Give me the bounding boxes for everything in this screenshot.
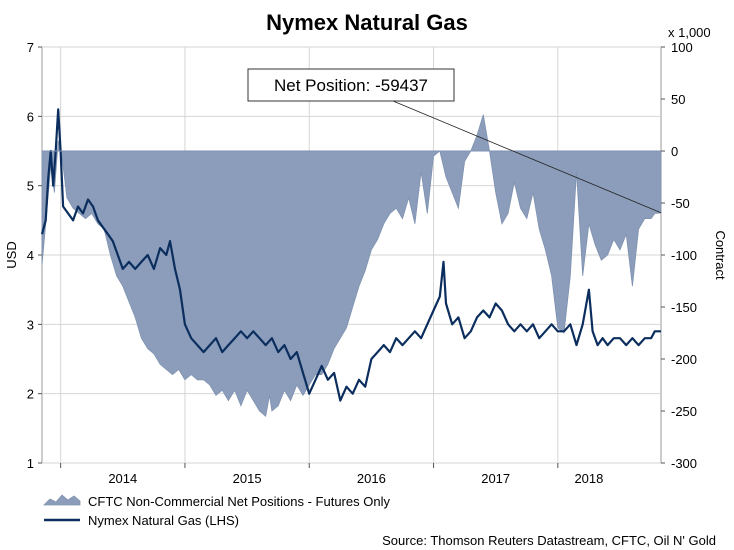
x-axis-tick-label: 2014 bbox=[108, 471, 137, 486]
legend: CFTC Non-Commercial Net Positions - Futu… bbox=[43, 494, 390, 528]
x-axis: 2014 2015 2016 2017 2018 bbox=[60, 463, 603, 486]
legend-line-label: Nymex Natural Gas (LHS) bbox=[88, 513, 239, 528]
right-axis-tick-label: 100 bbox=[671, 40, 693, 55]
line-nymex-natural-gas bbox=[40, 108, 661, 402]
legend-area-label: CFTC Non-Commercial Net Positions - Futu… bbox=[88, 494, 390, 509]
left-axis-tick-label: 6 bbox=[27, 109, 34, 124]
right-axis-tick-label: 50 bbox=[671, 92, 685, 107]
left-axis-label: USD bbox=[4, 241, 19, 268]
left-axis-tick-label: 5 bbox=[27, 179, 34, 194]
right-axis-label: Contract bbox=[713, 230, 728, 280]
right-axis-tick-label: -300 bbox=[671, 456, 697, 471]
x-axis-tick-label: 2016 bbox=[357, 471, 386, 486]
left-axis-tick-label: 1 bbox=[27, 456, 34, 471]
right-axis-tick-label: -150 bbox=[671, 300, 697, 315]
source-note: Source: Thomson Reuters Datastream, CFTC… bbox=[382, 533, 716, 548]
x-axis-tick-label: 2015 bbox=[233, 471, 262, 486]
right-axis-tick-label: -200 bbox=[671, 352, 697, 367]
plot-area bbox=[40, 46, 662, 464]
annotation-text: Net Position: -59437 bbox=[274, 76, 428, 95]
right-axis: -300 -250 -200 -150 -100 -50 0 50 100 bbox=[661, 40, 697, 471]
annotation: Net Position: -59437 bbox=[247, 68, 662, 214]
legend-item-line: Nymex Natural Gas (LHS) bbox=[44, 513, 239, 528]
right-axis-tick-label: -100 bbox=[671, 248, 697, 263]
chart-title: Nymex Natural Gas bbox=[266, 10, 468, 35]
annotation-box bbox=[247, 68, 455, 102]
right-axis-multiplier: x 1,000 bbox=[668, 25, 711, 40]
area-cftc-net-positions bbox=[41, 114, 662, 417]
left-axis-tick-label: 3 bbox=[27, 317, 34, 332]
legend-item-area: CFTC Non-Commercial Net Positions - Futu… bbox=[43, 494, 390, 509]
left-axis: 1 2 3 4 5 6 7 bbox=[27, 40, 42, 471]
annotation-leader-line bbox=[392, 100, 662, 214]
left-axis-tick-label: 2 bbox=[27, 387, 34, 402]
x-axis-tick-label: 2018 bbox=[574, 471, 603, 486]
x-axis-tick-label: 2017 bbox=[481, 471, 510, 486]
right-axis-tick-label: -250 bbox=[671, 404, 697, 419]
right-axis-tick-label: 0 bbox=[671, 144, 678, 159]
line-series bbox=[40, 108, 661, 402]
area-series bbox=[41, 114, 662, 417]
legend-area-swatch bbox=[43, 494, 81, 506]
right-axis-tick-label: -50 bbox=[671, 196, 690, 211]
left-axis-tick-label: 7 bbox=[27, 40, 34, 55]
left-axis-tick-label: 4 bbox=[27, 248, 34, 263]
